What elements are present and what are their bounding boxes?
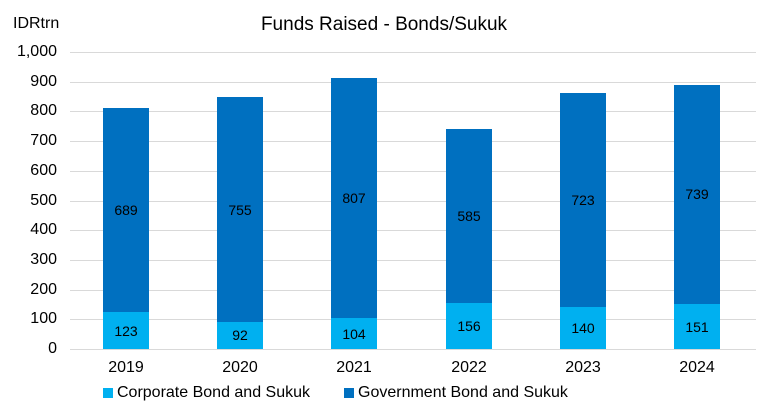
gridline <box>70 319 756 320</box>
legend-item: Corporate Bond and Sukuk <box>103 384 310 402</box>
x-tick-label: 2020 <box>222 359 258 376</box>
y-tick-label: 500 <box>30 191 57 209</box>
data-label: 156 <box>457 317 481 334</box>
gridline <box>70 290 756 291</box>
legend-label: Government Bond and Sukuk <box>358 384 568 401</box>
data-label: 739 <box>685 186 709 203</box>
y-tick-label: 600 <box>30 161 57 179</box>
bar-government <box>674 84 720 305</box>
data-label: 689 <box>114 202 138 219</box>
gridline <box>70 260 756 261</box>
legend-swatch-icon <box>344 388 354 398</box>
x-tick-label: 2021 <box>336 359 372 376</box>
x-tick-label: 2024 <box>679 359 715 376</box>
gridline <box>70 349 756 350</box>
gridline <box>70 111 756 112</box>
bar-corporate <box>331 318 377 349</box>
bar-government <box>560 92 606 308</box>
data-label: 723 <box>571 192 595 209</box>
legend-label: Corporate Bond and Sukuk <box>117 384 311 401</box>
y-tick-label: 100 <box>30 310 57 328</box>
y-tick-label: 400 <box>30 221 57 239</box>
y-tick-label: 300 <box>30 250 57 268</box>
chart-title: Funds Raised - Bonds/Sukuk <box>260 14 508 35</box>
bar-corporate <box>446 302 492 349</box>
y-tick-label: 0 <box>48 340 57 357</box>
y-axis-unit: IDRtrn <box>13 15 60 32</box>
bar-corporate <box>674 304 720 349</box>
bar-government <box>103 107 149 313</box>
legend-item: Government Bond and Sukuk <box>344 384 568 402</box>
bar-corporate <box>560 307 606 349</box>
x-tick-label: 2023 <box>565 359 601 376</box>
data-label: 755 <box>228 201 252 218</box>
bar-government <box>446 128 492 303</box>
data-label: 123 <box>114 322 138 339</box>
data-label: 104 <box>342 325 366 342</box>
y-tick-label: 200 <box>30 280 57 298</box>
gridline <box>70 230 756 231</box>
y-tick-label: 900 <box>30 72 57 90</box>
bar-government <box>331 78 377 319</box>
gridline <box>70 141 756 142</box>
gridline <box>70 201 756 202</box>
bar-corporate <box>103 312 149 349</box>
bar-corporate <box>217 321 263 349</box>
y-tick-label: 800 <box>30 102 57 120</box>
gridline <box>70 171 756 172</box>
data-label: 140 <box>571 320 595 337</box>
legend-swatch-icon <box>103 388 113 398</box>
gridline <box>70 52 756 53</box>
y-tick-label: 1,000 <box>16 43 57 60</box>
data-label: 151 <box>685 318 709 335</box>
x-tick-label: 2019 <box>108 359 144 376</box>
bar-government <box>217 97 263 322</box>
gridline <box>70 82 756 83</box>
data-label: 585 <box>457 207 481 224</box>
data-label: 92 <box>232 327 248 344</box>
x-tick-label: 2022 <box>451 359 487 376</box>
data-label: 807 <box>342 190 366 207</box>
y-tick-label: 700 <box>30 132 57 150</box>
